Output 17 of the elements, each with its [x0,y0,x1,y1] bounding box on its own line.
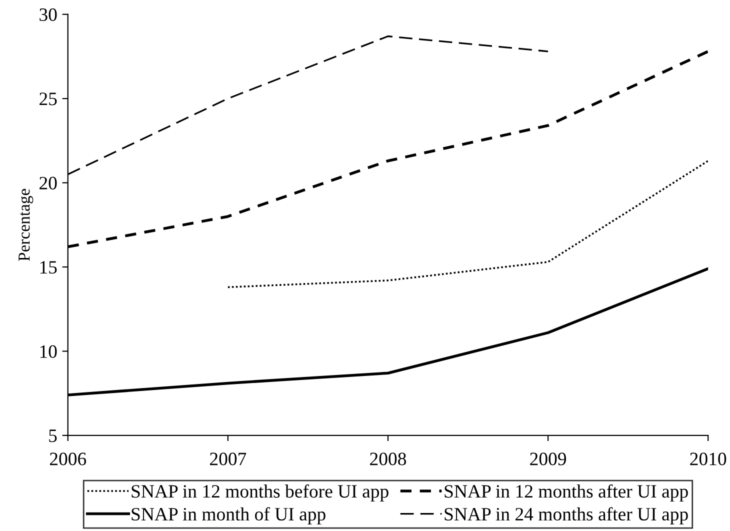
x-tick-label: 2006 [50,452,86,466]
x-tick-label: 2008 [370,452,406,466]
y-tick-label: 30 [40,8,57,22]
y-tick-label: 15 [40,261,57,274]
line-series [227,160,708,288]
y-tick-label: 10 [40,345,57,358]
legend-label: SNAP in 24 months after UI app [444,507,688,524]
legend-label: SNAP in 12 months after UI app [444,484,688,502]
y-axis-title: Percentage [18,188,34,261]
legend-label: SNAP in 12 months before UI app [132,484,388,502]
y-tick-label: 20 [40,176,57,190]
x-tick-label: 2009 [530,452,566,466]
y-tick-label: 25 [40,92,57,106]
x-tick-label: 2007 [210,452,246,466]
y-tick-label: 5 [49,430,57,442]
legend-label: SNAP in month of UI app [132,507,326,524]
x-tick-label: 2010 [690,452,726,466]
